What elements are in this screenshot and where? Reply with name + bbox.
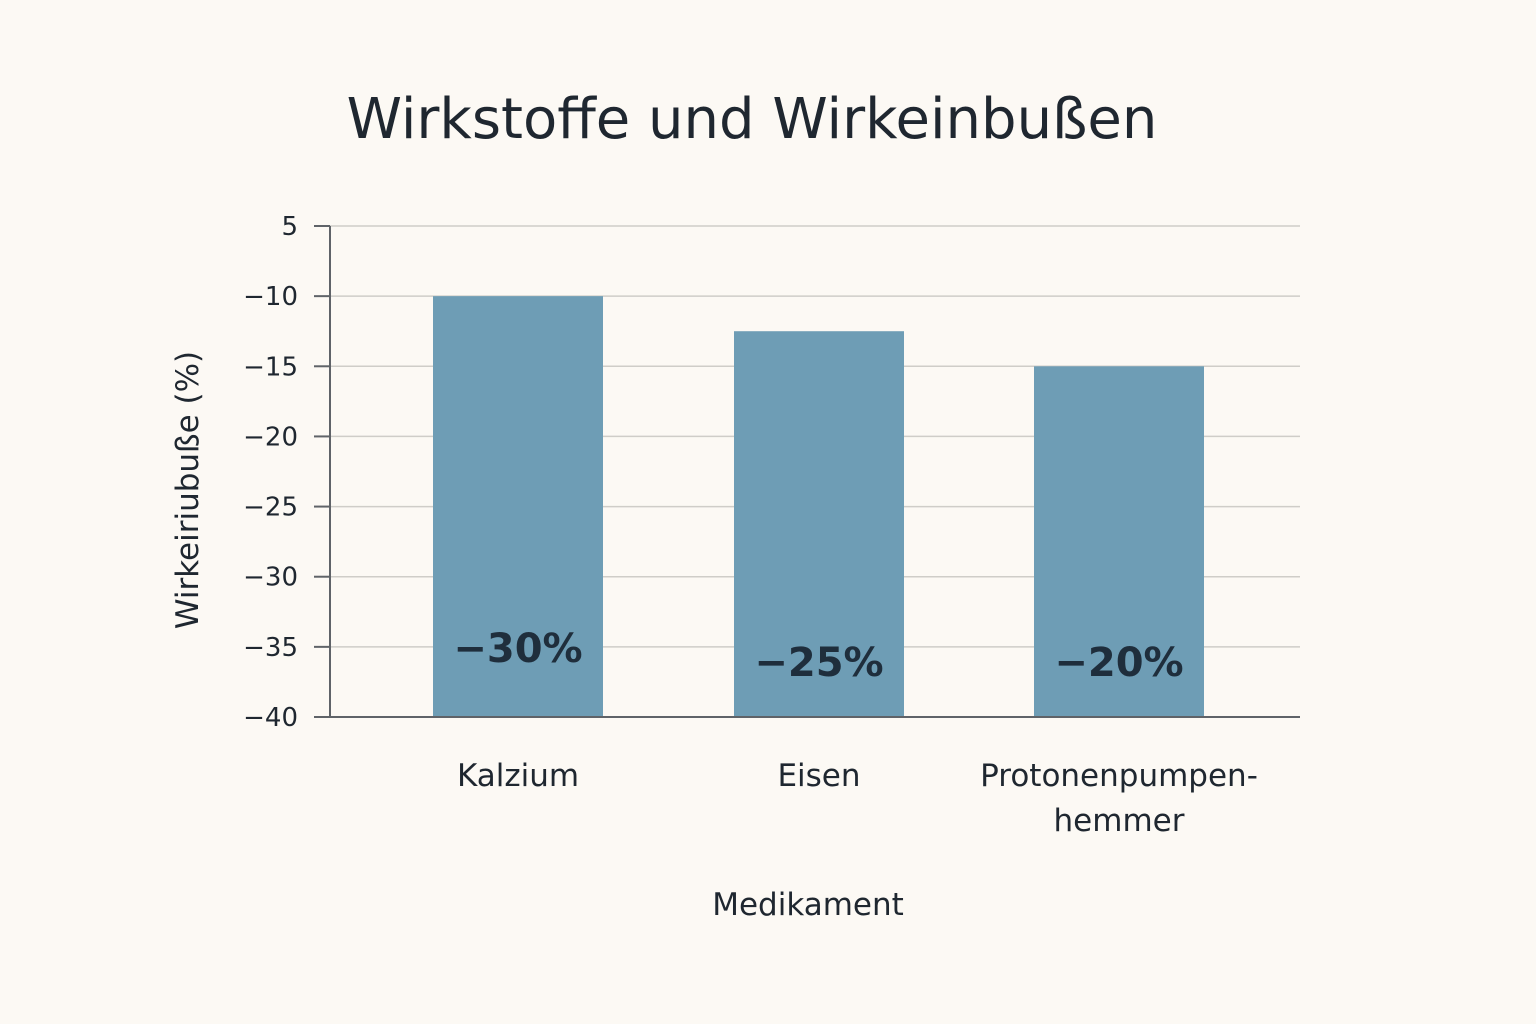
- data-labels: −30% −25% −20%: [453, 626, 1183, 686]
- y-tick-label: −25: [243, 493, 298, 523]
- bar: [433, 296, 603, 717]
- y-tick-label: −20: [243, 422, 298, 452]
- axes: [314, 225, 1300, 718]
- category-labels: Kalzium Eisen Protonenpumpen-hemmer: [457, 758, 1258, 839]
- x-category-label: Protonenpumpen-: [980, 758, 1258, 794]
- y-tick-label: −30: [243, 563, 298, 593]
- y-tick-label: −40: [243, 703, 298, 733]
- x-category-label: hemmer: [1054, 803, 1185, 839]
- x-category-label: Kalzium: [457, 758, 579, 794]
- x-axis-label: Medikament: [712, 887, 904, 923]
- y-tick-labels: 5 −10 −15 −20 −25 −30 −35 −40: [243, 212, 298, 733]
- bar-value-label: −30%: [453, 626, 582, 672]
- y-tick-label: −15: [243, 352, 298, 382]
- bar-value-label: −20%: [1054, 640, 1183, 686]
- y-tick-label: −10: [243, 282, 298, 312]
- x-category-label: Eisen: [777, 758, 860, 794]
- bar: [1034, 366, 1204, 717]
- y-tick-label: −35: [243, 633, 298, 663]
- bars: [433, 296, 1204, 717]
- y-axis-label: Wirkeiriubuße (%): [170, 351, 206, 629]
- y-tick-label: 5: [281, 212, 298, 242]
- chart-title: Wirkstoffe und Wirkeinbußen: [347, 87, 1158, 152]
- bar-value-label: −25%: [754, 640, 883, 686]
- bar: [734, 331, 904, 717]
